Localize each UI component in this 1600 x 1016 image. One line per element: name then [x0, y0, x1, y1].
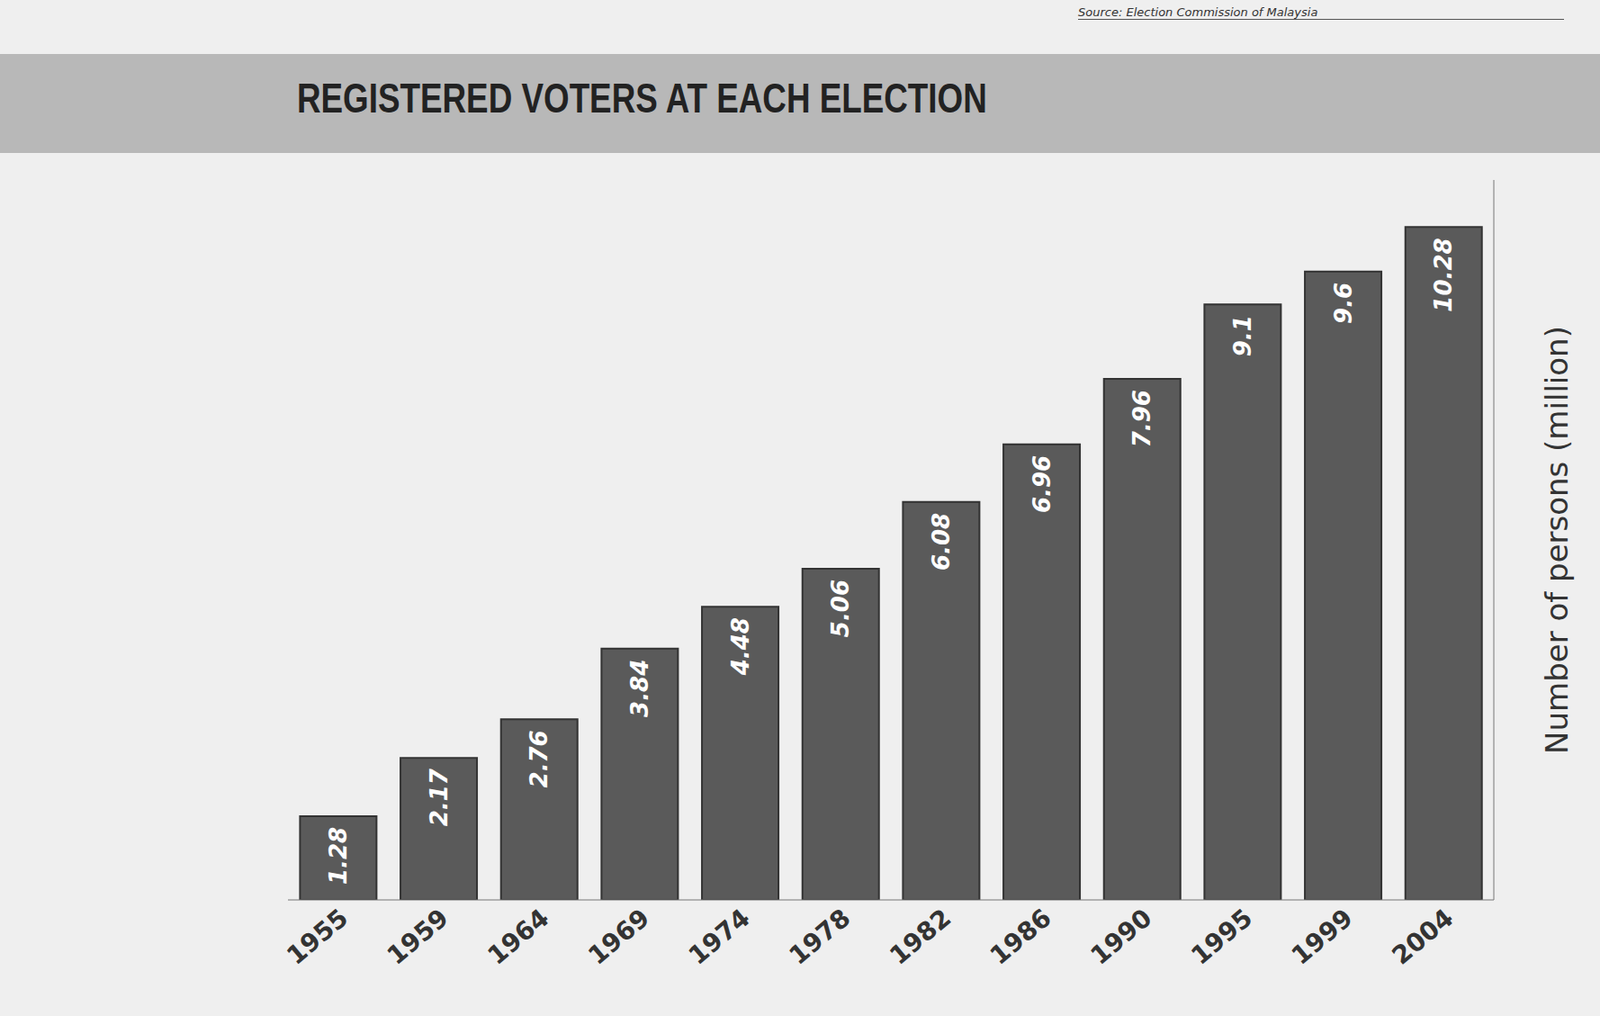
svg-text:1995: 1995: [1185, 902, 1259, 971]
svg-text:9.1: 9.1: [1229, 314, 1257, 357]
html-text:REGISTERED VOTERS AT EACH ELEC: REGISTERED VOTERS AT EACH ELECTION: [296, 74, 987, 122]
svg-text:Number of persons (million): Number of persons (million): [1538, 325, 1575, 755]
svg-text:1969: 1969: [582, 902, 656, 971]
svg-text:1999: 1999: [1285, 902, 1359, 971]
svg-text:1.28: 1.28: [324, 826, 352, 885]
svg-text:2.76: 2.76: [525, 729, 553, 788]
html-text:Source: Election Commission of: Source: Election Commission of Malaysia: [1078, 5, 1318, 19]
svg-text:1955: 1955: [280, 902, 354, 971]
svg-text:6.08: 6.08: [927, 512, 955, 571]
svg-text:1959: 1959: [381, 902, 455, 971]
svg-text:2004: 2004: [1386, 902, 1460, 971]
svg-text:5.06: 5.06: [826, 579, 854, 638]
svg-text:9.6: 9.6: [1330, 282, 1358, 324]
svg-text:2.17: 2.17: [425, 767, 453, 827]
svg-text:1964: 1964: [482, 902, 556, 971]
svg-text:4.48: 4.48: [727, 617, 755, 676]
svg-text:1974: 1974: [683, 902, 756, 971]
svg-text:7.96: 7.96: [1128, 389, 1156, 448]
svg-text:10.28: 10.28: [1429, 237, 1457, 312]
svg-text:6.96: 6.96: [1028, 455, 1056, 513]
svg-text:3.84: 3.84: [626, 659, 654, 718]
svg-text:1982: 1982: [883, 902, 957, 971]
svg-text:1978: 1978: [783, 902, 857, 971]
svg-text:1990: 1990: [1085, 902, 1159, 971]
svg-text:1986: 1986: [984, 902, 1058, 971]
